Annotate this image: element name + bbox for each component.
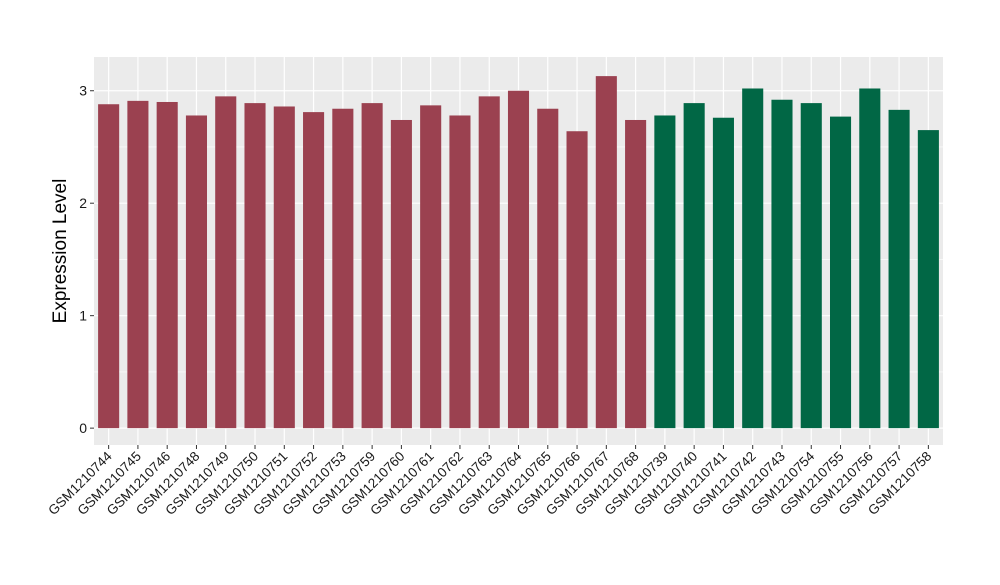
bar-GSM1210767 (595, 76, 617, 429)
bar-GSM1210753 (332, 108, 354, 429)
y-tick-label: 3 (79, 83, 87, 99)
bars (98, 76, 939, 429)
bar-GSM1210763 (478, 96, 500, 429)
bar-GSM1210768 (625, 119, 647, 429)
bar-GSM1210760 (390, 119, 412, 429)
bar-GSM1210739 (654, 115, 676, 429)
bar-GSM1210741 (712, 117, 734, 429)
y-tick-label: 2 (79, 195, 87, 211)
bar-GSM1210743 (771, 99, 793, 429)
y-tick-label: 0 (79, 420, 87, 436)
bar-GSM1210752 (303, 112, 325, 429)
bar-GSM1210758 (917, 130, 939, 429)
bar-GSM1210742 (742, 88, 764, 429)
bar-GSM1210761 (420, 105, 442, 429)
bar-GSM1210762 (449, 115, 471, 429)
bar-GSM1210764 (507, 90, 530, 429)
bar-GSM1210754 (800, 103, 822, 429)
bar-GSM1210746 (156, 101, 178, 429)
bar-GSM1210757 (888, 109, 910, 429)
bar-GSM1210766 (566, 131, 588, 429)
bar-GSM1210751 (273, 106, 295, 429)
bar-GSM1210744 (98, 104, 120, 429)
bar-GSM1210749 (215, 96, 237, 429)
bar-GSM1210759 (361, 103, 383, 429)
bar-GSM1210750 (244, 103, 266, 429)
bar-GSM1210740 (683, 103, 705, 429)
y-axis: 0 1 2 3 (79, 83, 94, 436)
bar-GSM1210755 (829, 116, 852, 429)
bar-GSM1210756 (859, 88, 881, 429)
bar-GSM1210765 (537, 108, 559, 429)
y-axis-label: Expression Level (50, 179, 71, 324)
bar-GSM1210748 (185, 115, 208, 429)
bar-GSM1210745 (127, 100, 149, 429)
x-axis: GSM1210744GSM1210745GSM1210746GSM1210748… (45, 445, 934, 518)
y-tick-label: 1 (79, 308, 87, 324)
